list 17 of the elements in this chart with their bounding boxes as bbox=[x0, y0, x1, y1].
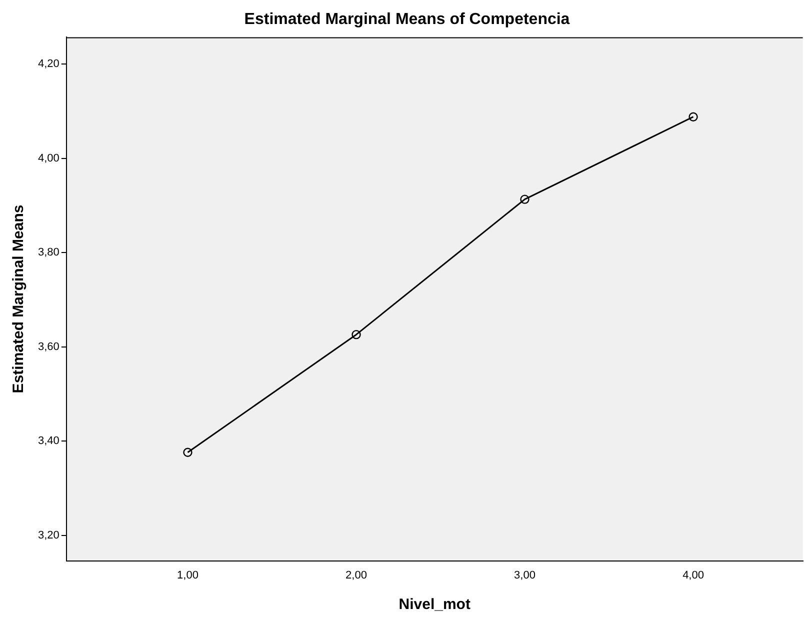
chart-title: Estimated Marginal Means of Competencia bbox=[244, 11, 570, 28]
point bbox=[520, 194, 530, 204]
y-tick-label: 3,80 bbox=[38, 246, 60, 259]
y-tick-label: 3,60 bbox=[38, 340, 60, 353]
y-tick-label: 4,00 bbox=[38, 152, 60, 164]
y-tick-label: 3,40 bbox=[38, 435, 60, 448]
x-tick-label: 2,00 bbox=[346, 569, 367, 582]
point bbox=[352, 330, 361, 340]
y-tick-label: 4,20 bbox=[38, 58, 60, 70]
x-tick-label: 4,00 bbox=[682, 569, 704, 582]
x-tick-label: 1,00 bbox=[177, 569, 198, 582]
point bbox=[688, 112, 698, 122]
x-axis-title: Nivel_mot bbox=[398, 596, 470, 614]
point bbox=[183, 448, 192, 458]
y-axis-title: Estimated Marginal Means bbox=[10, 204, 28, 394]
y-tick-label: 3,20 bbox=[38, 529, 60, 542]
x-tick-label: 3,00 bbox=[514, 569, 536, 582]
